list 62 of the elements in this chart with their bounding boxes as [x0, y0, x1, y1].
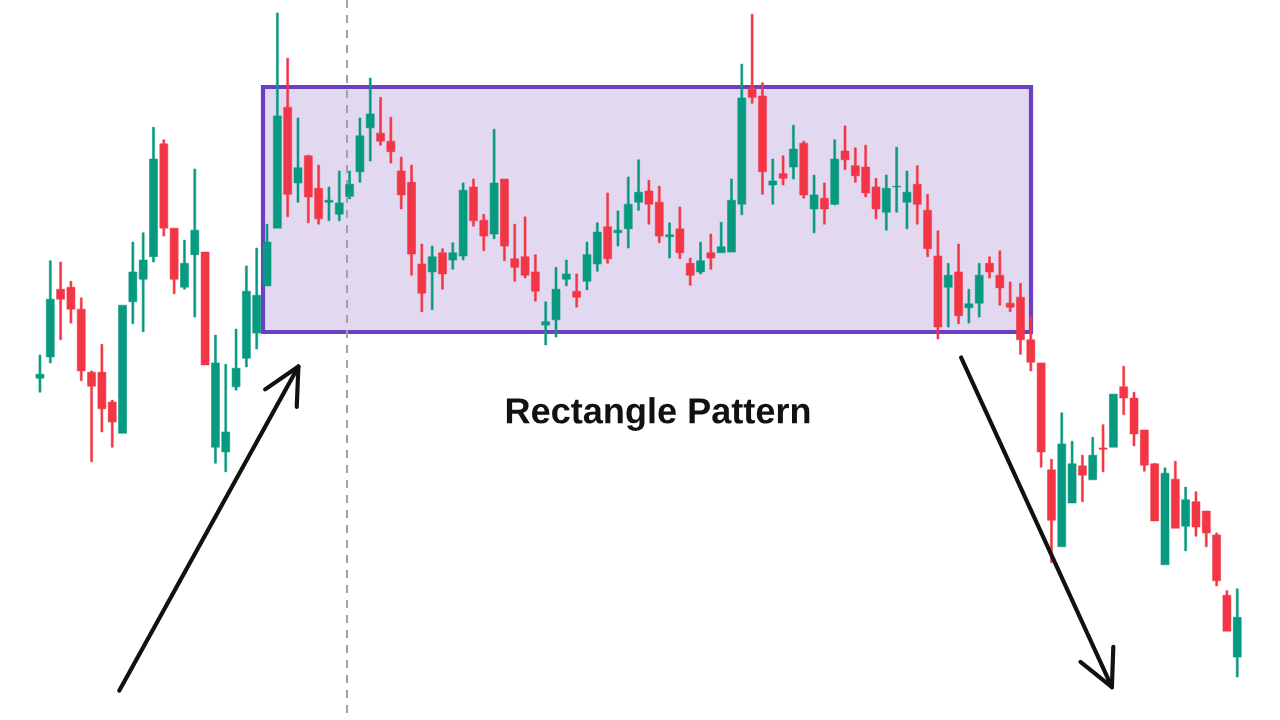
- candlestick: [913, 165, 922, 225]
- candlestick: [1222, 590, 1232, 632]
- candlestick: [180, 239, 189, 290]
- candlestick: [943, 263, 953, 328]
- candlestick: [1078, 454, 1087, 502]
- candlestick: [1232, 588, 1242, 678]
- candlestick: [1088, 437, 1098, 481]
- candlestick: [190, 168, 200, 318]
- candlestick: [706, 233, 716, 270]
- candlestick: [572, 273, 581, 308]
- candlestick: [696, 241, 705, 275]
- candlestick: [427, 245, 437, 311]
- candlestick: [35, 354, 45, 393]
- candlestick: [118, 304, 127, 434]
- candlestick: [1160, 467, 1170, 566]
- candlestick: [551, 267, 561, 338]
- candlestick: [562, 259, 571, 287]
- candlestick: [634, 159, 643, 211]
- candlestick: [624, 176, 633, 249]
- candlestick: [1047, 458, 1056, 564]
- candlestick: [293, 117, 303, 203]
- candlestick: [778, 155, 788, 186]
- candlestick: [200, 251, 210, 366]
- candlestick: [541, 301, 550, 346]
- candlestick: [892, 146, 901, 213]
- candlestick: [262, 223, 272, 287]
- candlestick: [46, 260, 55, 364]
- candlestick: [1098, 424, 1108, 473]
- candlestick: [1212, 532, 1221, 587]
- candlestick: [500, 178, 509, 261]
- candlestick: [768, 158, 778, 205]
- candlestick: [665, 222, 674, 259]
- candlestick: [283, 57, 292, 218]
- candlestick: [685, 257, 695, 286]
- candlestick: [954, 243, 963, 325]
- candlestick: [840, 125, 850, 170]
- candlestick: [365, 77, 375, 162]
- candlestick: [613, 210, 623, 247]
- candlestick: [882, 174, 891, 231]
- candlestick: [231, 328, 241, 391]
- candlestick: [809, 174, 819, 234]
- candlestick: [355, 117, 365, 183]
- candlestick: [985, 256, 994, 279]
- candlestick: [902, 170, 912, 230]
- candlestick: [438, 248, 447, 290]
- candlestick: [933, 230, 943, 340]
- candlestick: [1181, 486, 1190, 552]
- candlestick: [417, 243, 427, 313]
- candlestick: [799, 140, 809, 199]
- candlestick: [1109, 393, 1118, 448]
- candlestick: [149, 126, 158, 263]
- candlestick: [273, 12, 282, 229]
- candlestick: [603, 192, 612, 264]
- candlestick: [923, 193, 932, 257]
- candlestick: [789, 124, 798, 180]
- candlestick: [820, 182, 829, 225]
- candlestick: [489, 128, 499, 240]
- candlestick: [675, 206, 685, 259]
- candlestick: [830, 139, 839, 206]
- annotation: Rectangle Pattern: [506, 397, 810, 431]
- candlestick: [995, 250, 1005, 306]
- candlestick: [1171, 460, 1180, 529]
